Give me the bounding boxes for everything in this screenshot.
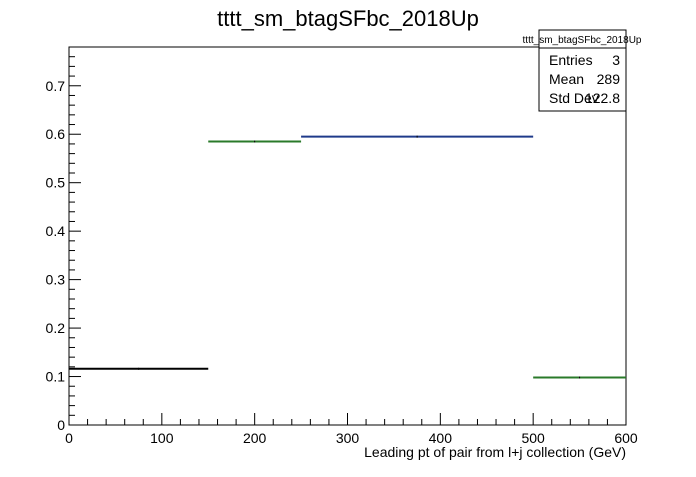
y-tick-label: 0.3 <box>46 272 66 288</box>
x-tick-label: 200 <box>243 430 267 446</box>
y-tick-label: 0 <box>57 417 65 433</box>
y-tick-label: 0.4 <box>46 223 66 239</box>
y-tick-label: 0.5 <box>46 175 66 191</box>
x-tick-label: 0 <box>65 430 73 446</box>
x-axis: 0 100 200 300 400 500 600 <box>65 413 638 446</box>
x-tick-label: 500 <box>521 430 545 446</box>
y-tick-label: 0.1 <box>46 369 66 385</box>
y-axis: 0 0.1 0.2 0.3 0.4 0.5 0.6 0.7 <box>46 46 81 433</box>
stats-row-label: Std Dev <box>549 90 599 106</box>
stats-row-value: 289 <box>597 71 621 87</box>
stats-row-label: Entries <box>549 52 593 68</box>
stats-row-value: 122.8 <box>585 90 620 106</box>
x-axis-label: Leading pt of pair from l+j collection (… <box>364 444 626 460</box>
histogram-bins <box>69 135 626 379</box>
x-tick-label: 100 <box>150 430 174 446</box>
x-tick-label: 600 <box>614 430 638 446</box>
stats-box-frame <box>538 29 627 112</box>
stats-row-value: 3 <box>612 52 620 68</box>
x-tick-label: 300 <box>336 430 360 446</box>
stats-box-title: tttt_sm_btagSFbc_2018Up <box>523 35 642 46</box>
y-tick-label: 0.6 <box>46 126 66 142</box>
y-tick-label: 0.7 <box>46 78 66 94</box>
stats-row-label: Mean <box>549 71 584 87</box>
stats-box: tttt_sm_btagSFbc_2018Up Entries 3 Mean 289 S… <box>523 29 642 112</box>
x-tick-label: 400 <box>429 430 453 446</box>
chart-title: tttt_sm_btagSFbc_2018Up <box>217 6 479 31</box>
y-tick-label: 0.2 <box>46 320 66 336</box>
